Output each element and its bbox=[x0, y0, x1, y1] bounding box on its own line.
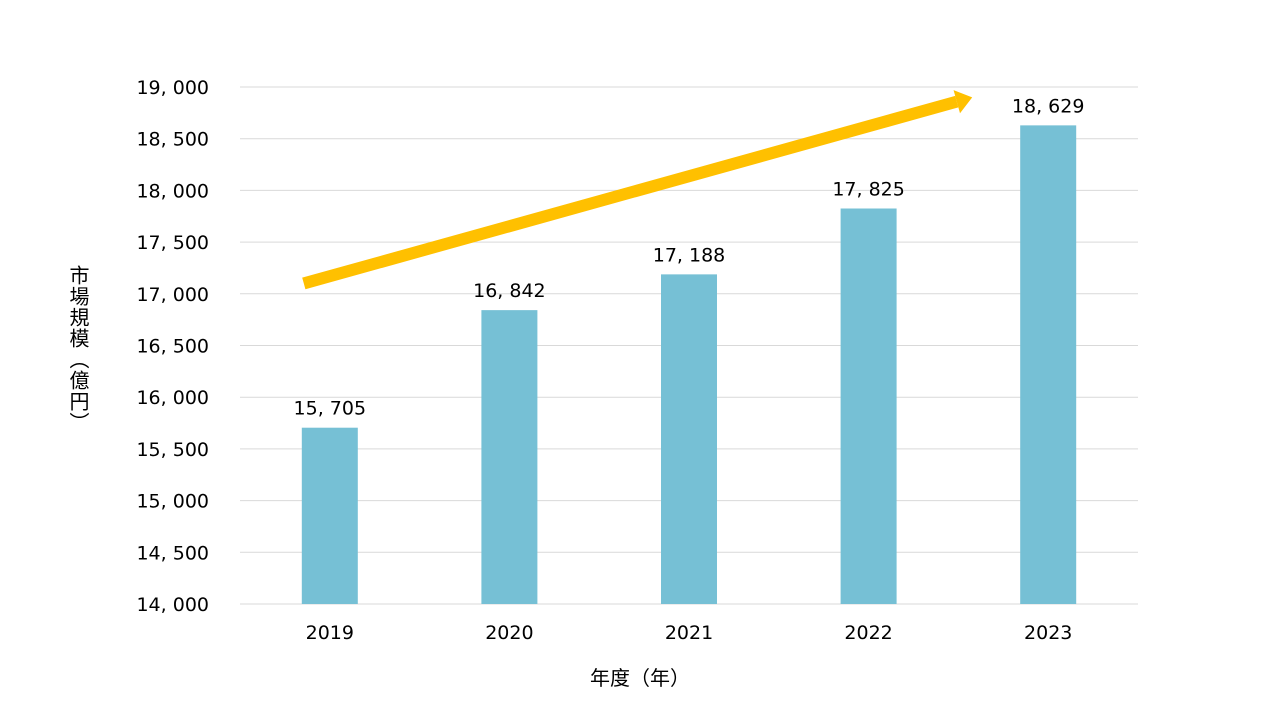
y-tick-label: 18, 000 bbox=[136, 180, 209, 202]
y-tick-label: 16, 000 bbox=[136, 387, 209, 409]
data-label-2019: 15, 705 bbox=[294, 398, 367, 420]
data-label-2021: 17, 188 bbox=[653, 244, 726, 266]
x-tick-label: 2022 bbox=[844, 622, 892, 644]
y-tick-label: 14, 500 bbox=[136, 542, 209, 564]
y-tick-label: 15, 500 bbox=[136, 439, 209, 461]
data-labels: 15, 705 16, 842 17, 188 17, 825 18, 629 bbox=[294, 95, 1085, 419]
y-tick-label: 19, 000 bbox=[136, 77, 209, 99]
data-label-2023: 18, 629 bbox=[1012, 95, 1085, 117]
bar-2019 bbox=[301, 427, 358, 604]
data-label-2020: 16, 842 bbox=[473, 280, 546, 302]
x-tick-label: 2019 bbox=[306, 622, 354, 644]
trend-arrow bbox=[302, 90, 973, 290]
trend-arrow-head bbox=[953, 90, 973, 114]
bar-2020 bbox=[481, 310, 538, 604]
x-axis-label: 年度（年） bbox=[590, 666, 690, 690]
y-tick-label: 17, 000 bbox=[136, 284, 209, 306]
y-tick-label: 18, 500 bbox=[136, 129, 209, 151]
bar-2022 bbox=[840, 208, 897, 604]
y-tick-label: 15, 000 bbox=[136, 491, 209, 513]
y-tick-label: 17, 500 bbox=[136, 232, 209, 254]
y-tick-label: 14, 000 bbox=[136, 594, 209, 616]
trend-arrow-shaft bbox=[302, 95, 959, 290]
x-tick-label: 2021 bbox=[665, 622, 713, 644]
data-label-2022: 17, 825 bbox=[832, 178, 905, 200]
x-tick-label: 2023 bbox=[1024, 622, 1072, 644]
x-tick-label: 2020 bbox=[485, 622, 533, 644]
y-axis-label: 市場規模（億円） bbox=[66, 265, 90, 433]
bar-2023 bbox=[1020, 125, 1077, 605]
x-axis-ticks: 2019 2020 2021 2022 2023 bbox=[306, 622, 1073, 644]
bars bbox=[301, 125, 1077, 605]
bar-2021 bbox=[661, 274, 717, 604]
y-tick-label: 16, 500 bbox=[136, 336, 209, 358]
y-axis-ticks: 14, 000 14, 500 15, 000 15, 500 16, 000 16, 5… bbox=[136, 77, 209, 616]
